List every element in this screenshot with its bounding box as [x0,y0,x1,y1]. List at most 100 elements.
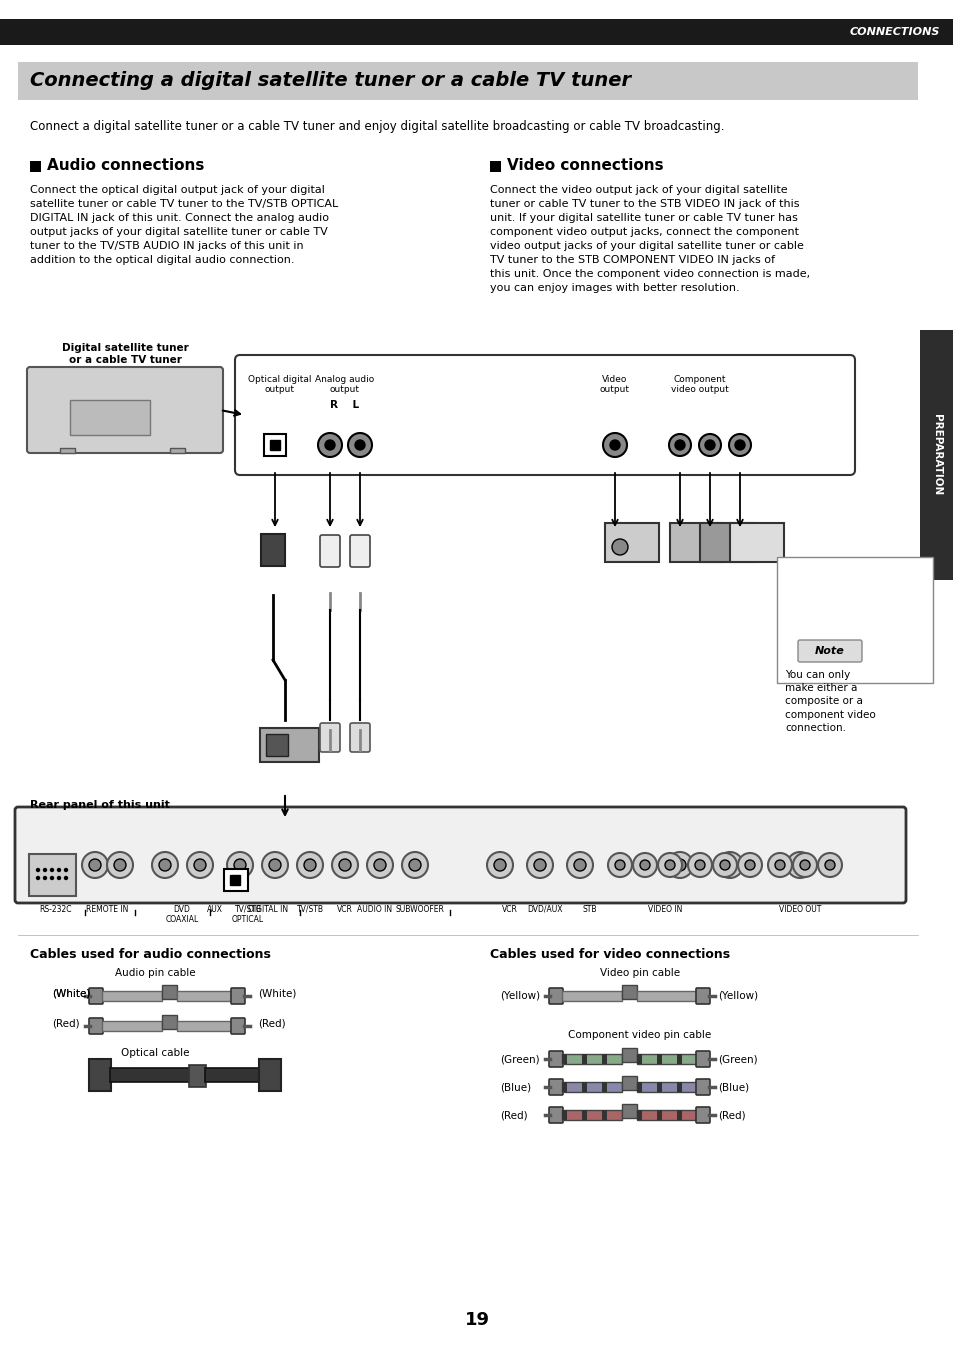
Circle shape [348,433,372,457]
Circle shape [817,853,841,878]
Circle shape [65,868,68,872]
FancyBboxPatch shape [677,1109,681,1120]
FancyBboxPatch shape [102,1020,162,1031]
Text: (Yellow): (Yellow) [499,991,539,1002]
FancyBboxPatch shape [231,988,245,1004]
Circle shape [728,434,750,456]
FancyBboxPatch shape [621,1076,637,1091]
Text: Component video pin cable: Component video pin cable [568,1030,711,1041]
Text: Connect the video output jack of your digital satellite
tuner or cable TV tuner : Connect the video output jack of your di… [490,185,809,293]
Text: VIDEO OUT: VIDEO OUT [778,905,821,914]
FancyBboxPatch shape [0,19,953,44]
Text: PREPARATION: PREPARATION [931,414,941,496]
FancyBboxPatch shape [29,855,76,896]
FancyBboxPatch shape [350,723,370,752]
Text: AUX: AUX [207,905,223,914]
FancyBboxPatch shape [170,448,185,453]
FancyBboxPatch shape [162,1015,177,1029]
Text: (Red): (Red) [257,1018,285,1029]
Circle shape [602,433,626,457]
Circle shape [574,859,585,871]
Circle shape [269,859,281,871]
Circle shape [57,868,60,872]
Text: Rear panel of this unit: Rear panel of this unit [30,799,170,810]
Text: Connecting a digital satellite tuner or a cable TV tuner: Connecting a digital satellite tuner or … [30,71,631,90]
FancyBboxPatch shape [696,1078,709,1095]
Circle shape [65,876,68,879]
Circle shape [792,853,816,878]
Circle shape [89,859,101,871]
Text: (Red): (Red) [52,1018,79,1029]
Text: VCR: VCR [501,905,517,914]
Circle shape [658,853,681,878]
FancyBboxPatch shape [319,723,339,752]
Circle shape [633,853,657,878]
FancyBboxPatch shape [490,160,500,173]
FancyBboxPatch shape [657,1082,661,1092]
Circle shape [233,859,246,871]
FancyBboxPatch shape [110,1068,190,1082]
FancyBboxPatch shape [319,535,339,568]
FancyBboxPatch shape [637,1109,641,1120]
FancyBboxPatch shape [350,535,370,568]
FancyBboxPatch shape [260,728,318,762]
Text: Note: Note [814,646,844,656]
Circle shape [609,439,619,450]
Circle shape [262,852,288,878]
FancyBboxPatch shape [266,735,288,756]
Circle shape [409,859,420,871]
FancyBboxPatch shape [230,875,240,886]
FancyBboxPatch shape [189,1065,206,1086]
Text: Cables used for audio connections: Cables used for audio connections [30,948,271,961]
FancyBboxPatch shape [89,1060,111,1091]
FancyBboxPatch shape [18,62,917,100]
FancyBboxPatch shape [548,1107,562,1123]
Text: (Yellow): (Yellow) [718,991,758,1002]
FancyBboxPatch shape [581,1054,586,1064]
Circle shape [51,868,53,872]
FancyBboxPatch shape [561,991,621,1002]
Text: CONNECTIONS: CONNECTIONS [849,27,939,36]
FancyBboxPatch shape [15,807,905,903]
Circle shape [675,439,684,450]
Circle shape [612,539,627,555]
FancyBboxPatch shape [89,1018,103,1034]
Circle shape [723,859,735,871]
Circle shape [774,860,784,869]
Circle shape [800,860,809,869]
FancyBboxPatch shape [637,991,697,1002]
Text: (Green): (Green) [718,1054,757,1064]
Text: VIDEO IN: VIDEO IN [647,905,681,914]
Circle shape [744,860,754,869]
FancyBboxPatch shape [231,1018,245,1034]
FancyBboxPatch shape [637,1082,697,1092]
Circle shape [720,860,729,869]
FancyBboxPatch shape [258,1060,281,1091]
FancyBboxPatch shape [70,400,150,435]
Text: AUDIO IN: AUDIO IN [357,905,392,914]
Text: Video pin cable: Video pin cable [599,968,679,979]
FancyBboxPatch shape [621,1104,637,1117]
FancyBboxPatch shape [224,869,248,891]
FancyBboxPatch shape [548,988,562,1004]
Text: Optical cable: Optical cable [121,1047,189,1058]
Text: REMOTE IN: REMOTE IN [86,905,128,914]
Circle shape [152,852,178,878]
FancyBboxPatch shape [919,330,953,580]
Text: R    L: R L [330,400,359,410]
Circle shape [36,876,39,879]
Circle shape [338,859,351,871]
FancyBboxPatch shape [60,448,75,453]
FancyBboxPatch shape [561,1082,621,1092]
FancyBboxPatch shape [581,1082,586,1092]
Text: (White): (White) [52,988,91,998]
Text: Audio connections: Audio connections [47,159,204,174]
Circle shape [824,860,834,869]
Text: STB: STB [582,905,597,914]
Circle shape [695,860,704,869]
Text: Cables used for video connections: Cables used for video connections [490,948,729,961]
Circle shape [738,853,761,878]
Text: Connect the optical digital output jack of your digital
satellite tuner or cable: Connect the optical digital output jack … [30,185,338,266]
FancyBboxPatch shape [548,1051,562,1068]
Circle shape [193,859,206,871]
